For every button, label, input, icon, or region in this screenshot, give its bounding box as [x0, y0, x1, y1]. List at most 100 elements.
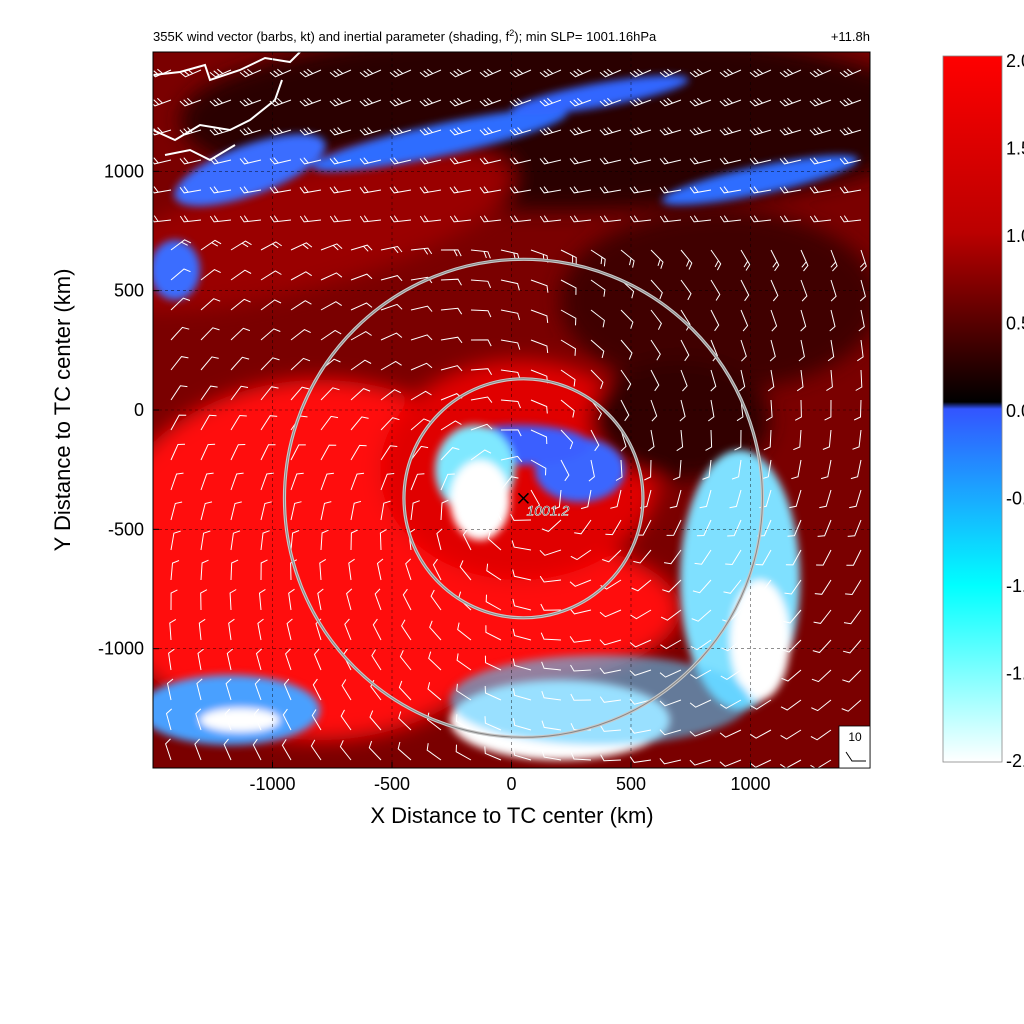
wind-barb — [320, 472, 334, 491]
wind-barb — [590, 279, 606, 297]
wind-barb — [260, 472, 274, 491]
wind-barb — [329, 186, 352, 194]
wind-barb — [456, 683, 472, 701]
wind-barb — [252, 738, 262, 761]
wind-barb — [320, 444, 337, 461]
wind-barb — [659, 729, 682, 736]
wind-barb — [200, 501, 213, 521]
wind-barb — [539, 575, 562, 583]
wind-barb — [170, 560, 180, 581]
wind-barb — [319, 558, 327, 581]
wind-barb — [839, 68, 862, 78]
wind-barb — [719, 759, 742, 767]
wind-barb — [197, 648, 204, 671]
wind-barb — [846, 549, 862, 566]
x-tick-label: 1000 — [730, 774, 770, 794]
wind-barb — [569, 636, 592, 643]
colorbar-tick-label: -2.0 — [1006, 751, 1024, 771]
wind-barb — [224, 708, 232, 731]
wind-barb — [389, 68, 412, 78]
wind-barb — [269, 157, 292, 165]
wind-barb — [629, 669, 652, 676]
wind-barb — [710, 339, 718, 362]
wind-barb — [849, 489, 862, 509]
wind-barb — [312, 678, 322, 701]
wind-barb — [794, 399, 802, 421]
wind-barb — [659, 97, 682, 107]
wind-barb — [539, 186, 562, 194]
wind-barb — [530, 339, 549, 354]
wind-barb — [380, 389, 402, 401]
wind-barb — [630, 609, 652, 620]
wind-barb — [590, 369, 604, 389]
wind-barb — [539, 549, 562, 556]
wind-barb — [299, 127, 322, 136]
wind-barb — [689, 729, 712, 737]
wind-barb — [680, 279, 692, 301]
wind-barb — [153, 186, 172, 194]
wind-barb — [749, 215, 772, 223]
wind-barb — [195, 708, 202, 731]
wind-barb — [320, 243, 343, 251]
wind-barb — [659, 68, 682, 78]
wind-barb — [780, 699, 802, 711]
wind-barb — [340, 709, 352, 731]
wind-barb — [787, 519, 802, 537]
wind-barb — [767, 369, 775, 392]
wind-barb — [290, 472, 304, 491]
wind-barb — [740, 339, 747, 362]
wind-barb — [350, 302, 373, 311]
wind-barb — [410, 473, 425, 491]
wind-barb — [650, 249, 664, 269]
wind-barb — [541, 691, 562, 701]
wind-barb — [690, 639, 712, 651]
wind-barb — [410, 276, 433, 284]
wind-barb — [479, 127, 502, 136]
wind-barb — [738, 369, 746, 392]
wind-barb — [288, 588, 295, 611]
wind-barb — [560, 429, 574, 450]
wind-barb — [809, 157, 832, 165]
wind-barb — [283, 678, 292, 701]
wind-barb — [855, 369, 863, 391]
wind-barb — [820, 459, 832, 480]
wind-barb — [782, 639, 802, 653]
wind-barb — [179, 97, 202, 107]
wind-barb — [830, 279, 837, 302]
wind-barb — [694, 549, 712, 565]
wind-barb — [816, 549, 832, 566]
x-tick-label: 0 — [506, 774, 516, 794]
wind-barb — [826, 369, 833, 392]
wind-barb — [749, 759, 772, 768]
wind-barb — [500, 455, 523, 463]
wind-barb — [719, 186, 742, 194]
wind-barb — [200, 559, 209, 581]
wind-barb — [659, 127, 682, 136]
wind-barb — [350, 472, 365, 491]
wind-barb — [350, 359, 372, 371]
wind-barb — [689, 759, 712, 766]
wind-barb — [198, 618, 206, 641]
wind-barb — [841, 699, 862, 712]
wind-barb — [399, 650, 412, 671]
wind-barb — [350, 244, 373, 252]
wind-barb — [791, 459, 802, 480]
wind-barb — [689, 215, 712, 223]
wind-barb — [629, 698, 652, 705]
wind-barb — [166, 678, 174, 701]
range-rings — [282, 257, 765, 739]
wind-barb — [599, 215, 622, 223]
y-axis: 1000 500 0 -500 -1000 — [98, 161, 159, 659]
wind-barb — [230, 472, 244, 491]
wind-barb — [659, 215, 682, 223]
wind-barb — [470, 396, 493, 403]
wind-barb — [449, 157, 472, 165]
wind-barb — [659, 758, 682, 765]
wind-barb — [539, 157, 562, 165]
wind-barb — [200, 269, 221, 281]
wind-barb — [397, 741, 412, 761]
wind-barb — [449, 68, 472, 78]
wind-barb — [479, 186, 502, 194]
wind-barb — [500, 476, 519, 491]
